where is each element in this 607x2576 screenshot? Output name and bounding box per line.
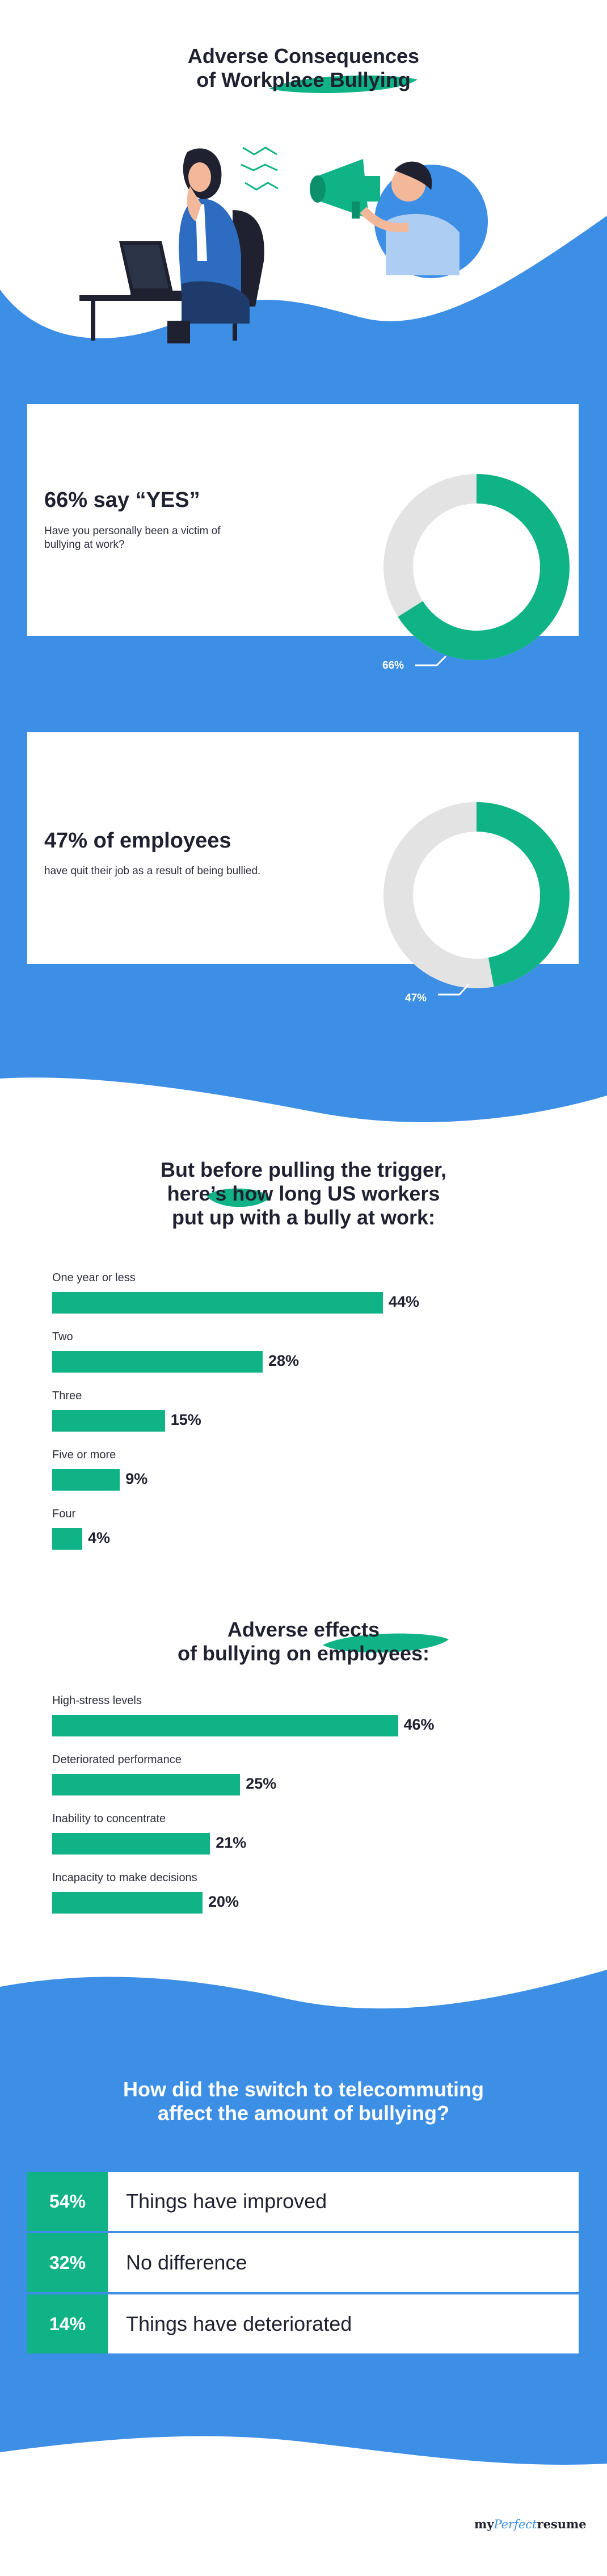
effects-bar-chart: High-stress levels 46% Deteriorated perfor… xyxy=(52,1694,563,1933)
bar-category-label: Five or more xyxy=(52,1449,116,1461)
logo-resume: resume xyxy=(537,2517,587,2531)
brand-logo[interactable]: myPerfectresume xyxy=(474,2517,587,2531)
bar-category-label: Inability to concentrate xyxy=(52,1813,166,1825)
bar-value-label: 46% xyxy=(403,1716,435,1733)
effects-heading: Adverse effects of bullying on employees… xyxy=(0,1618,607,1665)
effect-bar xyxy=(52,1774,241,1795)
heading-line: here’s how long US workers xyxy=(167,1182,440,1205)
duration-bar xyxy=(52,1528,82,1550)
effect-bar xyxy=(52,1892,203,1914)
stat-subtitle: Have you personally been a victim of bul… xyxy=(44,525,221,551)
page-title-line2: of Workplace Bullying xyxy=(196,68,411,91)
label-leader-line xyxy=(415,655,447,666)
duration-bar xyxy=(52,1351,263,1373)
heading-line: Adverse effects xyxy=(227,1618,380,1641)
effect-bar xyxy=(52,1715,398,1736)
effect-bar xyxy=(52,1833,210,1855)
bar-value-label: 20% xyxy=(208,1893,239,1910)
stat-card-victims: 66% say “YES” Have you personally been a… xyxy=(27,404,579,660)
bar-category-label: One year or less xyxy=(52,1272,136,1284)
stat-title: 66% say “YES” xyxy=(44,488,200,512)
label-leader-line xyxy=(438,984,470,996)
heading-line: How did the switch to telecommuting xyxy=(123,2078,484,2101)
table-row: 14% Things have deteriorated xyxy=(27,2294,579,2353)
bar-category-label: Incapacity to make decisions xyxy=(52,1872,197,1884)
duration-bar xyxy=(52,1410,165,1432)
section-swash xyxy=(206,1188,270,1207)
page-title-line1: Adverse Consequences xyxy=(187,44,420,68)
donut-arc xyxy=(383,474,570,660)
table-pct-cell: 14% xyxy=(27,2294,108,2353)
bar-category-label: High-stress levels xyxy=(52,1694,142,1707)
stat-subtitle: have quit their job as a result of being… xyxy=(44,865,261,877)
bar-value-label: 9% xyxy=(125,1470,148,1487)
heading-line: But before pulling the trigger, xyxy=(161,1158,446,1181)
bar-value-label: 44% xyxy=(389,1293,420,1310)
bar-category-label: Deteriorated performance xyxy=(52,1753,182,1766)
bar-category-label: Three xyxy=(52,1390,82,1402)
bar-category-label: Four xyxy=(52,1508,76,1520)
duration-bar xyxy=(52,1292,383,1314)
heading-line: affect the amount of bullying? xyxy=(158,2101,449,2125)
duration-bar xyxy=(52,1469,120,1491)
stat-title: 47% of employees xyxy=(44,829,231,853)
bar-value-label: 4% xyxy=(88,1529,111,1546)
donut-chart xyxy=(383,474,570,660)
bar-value-label: 15% xyxy=(170,1411,201,1428)
logo-perfect: Perfect xyxy=(494,2518,537,2531)
duration-heading: But before pulling the trigger, here’s h… xyxy=(0,1158,607,1230)
table-text-cell: Things have improved xyxy=(126,2189,327,2213)
bar-value-label: 21% xyxy=(216,1834,247,1851)
duration-bar-chart: One year or less 44% Two 28% Three 15% Five or… xyxy=(52,1272,563,1567)
bar-category-label: Two xyxy=(52,1331,73,1343)
donut-value-label: 66% xyxy=(382,660,404,672)
table-text-cell: No difference xyxy=(126,2251,247,2274)
table-row: 32% No difference xyxy=(27,2233,579,2292)
table-text-cell: Things have deteriorated xyxy=(126,2312,352,2335)
table-pct-cell: 54% xyxy=(27,2172,108,2231)
bar-value-label: 28% xyxy=(268,1352,300,1369)
donut-chart xyxy=(383,802,570,988)
table-pct-cell: 32% xyxy=(27,2233,108,2292)
table-row: 54% Things have improved xyxy=(27,2172,579,2231)
bar-value-label: 25% xyxy=(246,1775,277,1792)
section-swash xyxy=(323,1633,449,1653)
title-underline-swash xyxy=(269,75,418,93)
telecommute-heading: How did the switch to telecommuting affe… xyxy=(0,2078,607,2125)
logo-my: my xyxy=(474,2517,494,2531)
stat-card-quit: 47% of employees have quit their job as … xyxy=(27,732,579,988)
heading-line: of bullying on employees: xyxy=(177,1642,430,1665)
donut-value-label: 47% xyxy=(405,992,427,1004)
header: Adverse Consequences of Workplace Bullyi… xyxy=(0,44,607,93)
heading-line: put up with a bully at work: xyxy=(172,1206,435,1229)
donut-arc xyxy=(383,802,570,988)
hero-illustration xyxy=(79,146,488,343)
